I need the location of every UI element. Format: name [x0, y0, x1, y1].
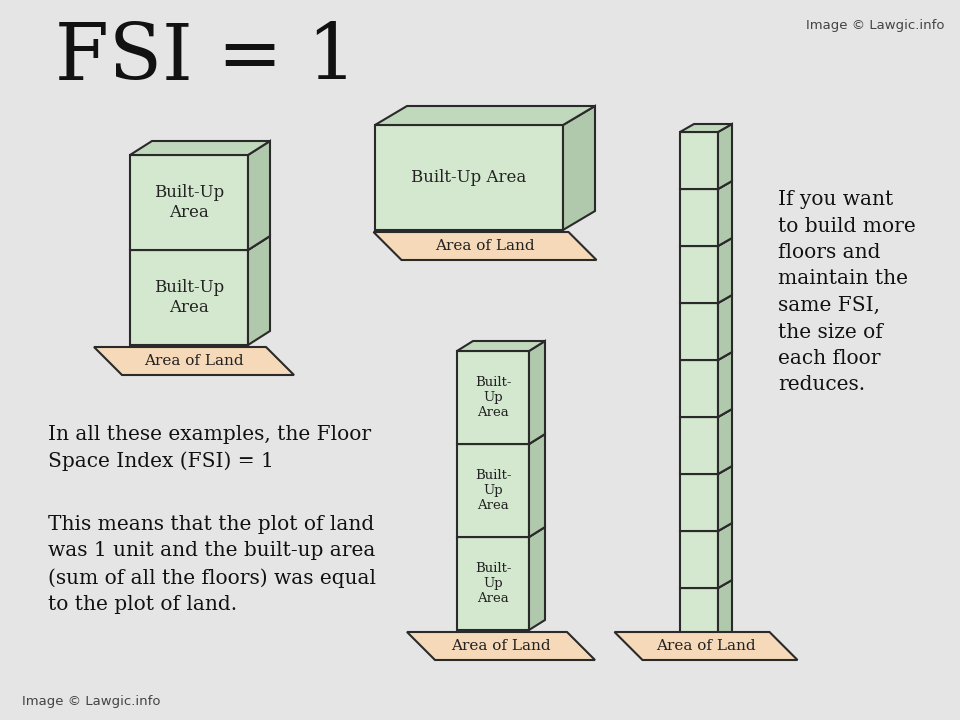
Polygon shape: [457, 434, 545, 444]
Text: Built-
Up
Area: Built- Up Area: [475, 562, 512, 605]
Polygon shape: [718, 352, 732, 417]
Text: Area of Land: Area of Land: [657, 639, 756, 653]
Polygon shape: [718, 409, 732, 474]
Polygon shape: [718, 238, 732, 303]
Polygon shape: [718, 580, 732, 645]
Text: Built-Up Area: Built-Up Area: [412, 169, 527, 186]
Polygon shape: [680, 409, 732, 417]
Text: Built-
Up
Area: Built- Up Area: [475, 469, 512, 512]
Polygon shape: [457, 537, 529, 630]
Polygon shape: [680, 466, 732, 474]
Polygon shape: [680, 531, 718, 588]
Text: Image © Lawgic.info: Image © Lawgic.info: [22, 696, 160, 708]
Polygon shape: [130, 141, 270, 155]
Polygon shape: [529, 434, 545, 537]
Polygon shape: [614, 632, 798, 660]
Polygon shape: [375, 106, 595, 125]
Polygon shape: [407, 632, 595, 660]
Text: Built-
Up
Area: Built- Up Area: [475, 376, 512, 419]
Text: In all these examples, the Floor
Space Index (FSI) = 1: In all these examples, the Floor Space I…: [48, 425, 372, 472]
Text: This means that the plot of land
was 1 unit and the built-up area
(sum of all th: This means that the plot of land was 1 u…: [48, 515, 376, 614]
Polygon shape: [457, 527, 545, 537]
Polygon shape: [457, 341, 545, 351]
Text: If you want
to build more
floors and
maintain the
same FSI,
the size of
each flo: If you want to build more floors and mai…: [778, 190, 916, 395]
Text: Image © Lawgic.info: Image © Lawgic.info: [806, 19, 945, 32]
Polygon shape: [680, 474, 718, 531]
Polygon shape: [563, 106, 595, 230]
Polygon shape: [248, 141, 270, 250]
Polygon shape: [529, 341, 545, 444]
Polygon shape: [375, 125, 563, 230]
Polygon shape: [680, 303, 718, 360]
Polygon shape: [457, 444, 529, 537]
Text: Built-Up
Area: Built-Up Area: [154, 184, 224, 221]
Text: FSI = 1: FSI = 1: [55, 20, 357, 96]
Polygon shape: [718, 124, 732, 189]
Polygon shape: [680, 181, 732, 189]
Polygon shape: [680, 238, 732, 246]
Polygon shape: [130, 155, 248, 250]
Polygon shape: [680, 417, 718, 474]
Text: Area of Land: Area of Land: [435, 239, 535, 253]
Polygon shape: [94, 347, 294, 375]
Polygon shape: [248, 236, 270, 345]
Polygon shape: [680, 523, 732, 531]
Polygon shape: [680, 588, 718, 645]
Polygon shape: [718, 181, 732, 246]
Text: Area of Land: Area of Land: [144, 354, 244, 368]
Polygon shape: [680, 132, 718, 189]
Polygon shape: [130, 236, 270, 250]
Polygon shape: [680, 124, 732, 132]
Polygon shape: [680, 360, 718, 417]
Text: Area of Land: Area of Land: [451, 639, 551, 653]
Polygon shape: [680, 246, 718, 303]
Polygon shape: [680, 352, 732, 360]
Polygon shape: [457, 351, 529, 444]
Polygon shape: [680, 295, 732, 303]
Polygon shape: [130, 250, 248, 345]
Polygon shape: [680, 189, 718, 246]
Polygon shape: [373, 232, 596, 260]
Polygon shape: [718, 295, 732, 360]
Polygon shape: [680, 580, 732, 588]
Text: Built-Up
Area: Built-Up Area: [154, 279, 224, 316]
Polygon shape: [529, 527, 545, 630]
Polygon shape: [718, 466, 732, 531]
Polygon shape: [718, 523, 732, 588]
